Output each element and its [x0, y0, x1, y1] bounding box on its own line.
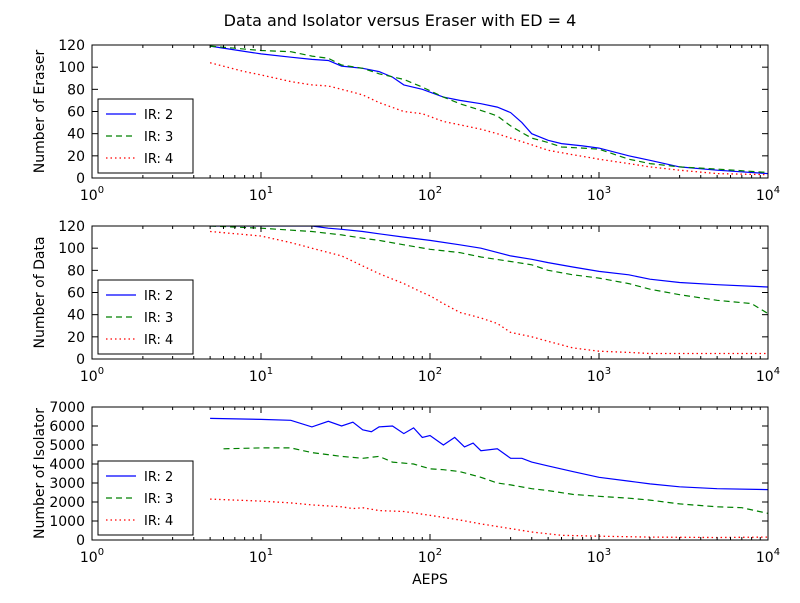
series-line-ir-3: [210, 45, 768, 174]
y-tick-label: 120: [58, 38, 85, 54]
series-line-ir-4: [209, 62, 768, 176]
y-tick-label: 80: [67, 82, 85, 98]
eraser-panel: 100 101 102 103 104 0 20 40 60 80 100 120 Number of …: [32, 38, 780, 204]
x-tick-label: 104: [756, 185, 780, 204]
x-tick-label: 102: [418, 366, 442, 385]
y-tick-label: 6000: [49, 419, 85, 435]
x-tick-label: 101: [249, 547, 273, 566]
y-axis-label: Number of Data: [32, 236, 48, 348]
y-axis-label: Number of Eraser: [32, 50, 48, 174]
x-tick-label: 104: [756, 366, 780, 385]
y-tick-label: 0: [76, 171, 85, 187]
y-tick-label: 120: [58, 219, 85, 235]
y-tick-label: 7000: [49, 400, 85, 416]
legend-label: IR: 4: [144, 333, 173, 348]
y-tick-label: 60: [67, 105, 85, 121]
legend: IR: 2 IR: 3 IR: 4: [97, 98, 194, 174]
legend-label: IR: 3: [144, 311, 173, 326]
series-group: [210, 417, 768, 539]
y-tick-label: 4000: [49, 457, 85, 473]
series-line-ir-2: [210, 417, 768, 491]
y-tick-label: 2000: [49, 495, 85, 511]
y-axis-label: Number of Isolator: [32, 408, 48, 539]
y-tick-label: 0: [76, 533, 85, 549]
x-axis-label: AEPS: [412, 572, 448, 588]
x-tick-label: 103: [587, 185, 611, 204]
legend: IR: 2 IR: 3 IR: 4: [97, 460, 194, 536]
legend-label: IR: 2: [144, 289, 173, 304]
y-tick-label: 5000: [49, 438, 85, 454]
y-tick-label: 100: [58, 60, 85, 76]
series-line-ir-2: [210, 45, 768, 175]
y-tick-label: 100: [58, 241, 85, 257]
legend-label: IR: 3: [144, 130, 173, 145]
series-line-ir-3: [223, 447, 768, 514]
figure-title: Data and Isolator versus Eraser with ED …: [224, 11, 577, 30]
isolator-panel: 100 101 102 103 104 0 1000 2000 3000 4000 5000 6000…: [32, 400, 780, 588]
x-tick-label: 102: [418, 547, 442, 566]
y-tick-label: 40: [67, 127, 85, 143]
series-line-ir-4: [210, 498, 768, 539]
y-tick-label: 20: [67, 330, 85, 346]
series-group: [210, 226, 768, 355]
series-line-ir-2: [210, 226, 768, 288]
legend: IR: 2 IR: 3 IR: 4: [97, 279, 194, 355]
x-tick-label: 104: [756, 547, 780, 566]
legend-box: [97, 98, 194, 174]
legend-label: IR: 4: [144, 152, 173, 167]
legend-box: [97, 279, 194, 355]
x-tick-label: 101: [249, 185, 273, 204]
x-tick-label: 102: [418, 185, 442, 204]
x-tick-label: 103: [587, 547, 611, 566]
x-tick-label: 101: [249, 366, 273, 385]
x-tick-label: 100: [80, 547, 104, 566]
y-tick-label: 0: [76, 352, 85, 368]
x-tick-label: 100: [80, 366, 104, 385]
legend-label: IR: 3: [144, 492, 173, 507]
series-line-ir-3: [210, 226, 768, 315]
legend-label: IR: 2: [144, 108, 173, 123]
data-panel: 100 101 102 103 104 0 20 40 60 80 100 120 Number of …: [32, 219, 780, 385]
legend-box: [97, 460, 194, 536]
series-group: [209, 45, 768, 176]
y-tick-label: 60: [67, 286, 85, 302]
x-tick-label: 100: [80, 185, 104, 204]
y-tick-label: 20: [67, 149, 85, 165]
legend-label: IR: 4: [144, 514, 173, 529]
x-tick-label: 103: [587, 366, 611, 385]
y-tick-label: 1000: [49, 514, 85, 530]
y-tick-label: 80: [67, 263, 85, 279]
y-tick-label: 40: [67, 308, 85, 324]
legend-label: IR: 2: [144, 470, 173, 485]
y-tick-label: 3000: [49, 476, 85, 492]
